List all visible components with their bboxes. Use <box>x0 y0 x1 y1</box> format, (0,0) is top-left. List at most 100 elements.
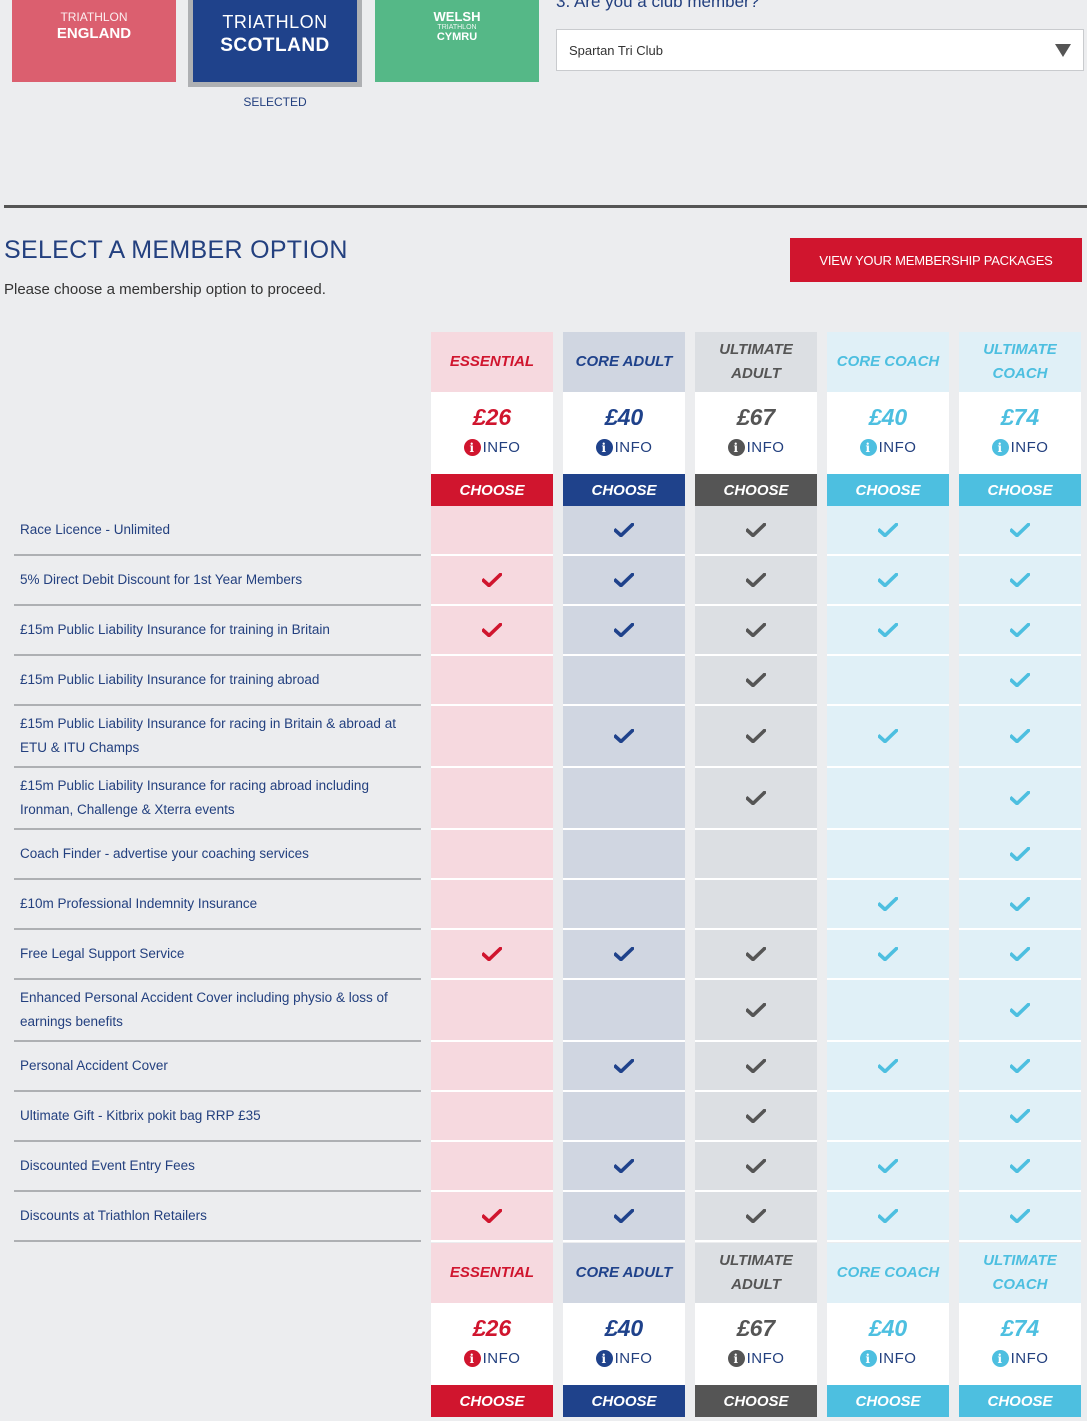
feature-cell-core-adult <box>563 606 685 656</box>
info-label: INFO <box>482 439 521 456</box>
plan-info-link[interactable]: i INFO <box>463 439 521 456</box>
plan-column-header-essential: ESSENTIAL £26 i INFO CHOOSE <box>431 1243 553 1417</box>
feature-label: Discounts at Triathlon Retailers <box>14 1192 421 1242</box>
choose-core-adult-button[interactable]: CHOOSE <box>563 1385 685 1417</box>
plan-price-box: £74 i INFO <box>959 1303 1081 1385</box>
plan-name: CORE COACH <box>827 1243 949 1303</box>
page-subtitle: Please choose a membership option to pro… <box>4 281 326 298</box>
choose-ultimate-coach-button[interactable]: CHOOSE <box>959 474 1081 506</box>
feature-cell-essential <box>431 1142 553 1192</box>
feature-cell-ultimate-adult <box>695 506 817 556</box>
feature-cell-ultimate-adult <box>695 1042 817 1092</box>
feature-row: £10m Professional Indemnity Insurance <box>0 880 1087 930</box>
choose-core-coach-button[interactable]: CHOOSE <box>827 1385 949 1417</box>
feature-cell-ultimate-coach <box>959 1142 1081 1192</box>
feature-cell-essential <box>431 606 553 656</box>
plan-info-link[interactable]: i INFO <box>727 1350 785 1367</box>
plan-price-box: £26 i INFO <box>431 392 553 474</box>
feature-cell-essential <box>431 980 553 1042</box>
feature-label: £15m Public Liability Insurance for trai… <box>14 606 421 656</box>
federation-scotland-tile-selected[interactable]: TRIATHLON SCOTLAND <box>188 0 362 87</box>
plan-price: £26 <box>472 404 512 430</box>
plan-info-link[interactable]: i INFO <box>991 1350 1049 1367</box>
check-icon <box>746 673 766 687</box>
feature-cell-core-adult <box>563 830 685 880</box>
feature-cell-essential <box>431 1092 553 1142</box>
check-icon <box>482 623 502 637</box>
plan-name: ULTIMATE COACH <box>959 332 1081 392</box>
feature-cell-ultimate-adult <box>695 980 817 1042</box>
plan-info-link[interactable]: i INFO <box>595 1350 653 1367</box>
plan-price-box: £40 i INFO <box>563 1303 685 1385</box>
feature-table: Race Licence - Unlimited 5% Direct Debit … <box>0 506 1087 1242</box>
plan-info-link[interactable]: i INFO <box>727 439 785 456</box>
check-icon <box>1010 1003 1030 1017</box>
feature-cell-core-coach <box>827 1192 949 1242</box>
feature-row: Ultimate Gift - Kitbrix pokit bag RRP £3… <box>0 1092 1087 1142</box>
feature-cell-ultimate-adult <box>695 880 817 930</box>
feature-cell-ultimate-coach <box>959 1092 1081 1142</box>
check-icon <box>614 1059 634 1073</box>
feature-cell-essential <box>431 880 553 930</box>
federation-wales-tile[interactable]: WELSH TRIATHLON CYMRU <box>375 0 539 82</box>
feature-label: Enhanced Personal Accident Cover includi… <box>14 980 421 1042</box>
feature-cell-ultimate-adult <box>695 1142 817 1192</box>
feature-cell-ultimate-coach <box>959 880 1081 930</box>
plan-column-header-core-adult: CORE ADULT £40 i INFO CHOOSE <box>563 332 685 506</box>
feature-cell-core-adult <box>563 768 685 830</box>
info-label: INFO <box>482 1350 521 1367</box>
feature-label: Personal Accident Cover <box>14 1042 421 1092</box>
check-icon <box>614 523 634 537</box>
choose-ultimate-adult-button[interactable]: CHOOSE <box>695 474 817 506</box>
choose-core-coach-button[interactable]: CHOOSE <box>827 474 949 506</box>
feature-cell-core-coach <box>827 768 949 830</box>
view-membership-packages-button[interactable]: VIEW YOUR MEMBERSHIP PACKAGES <box>790 238 1082 282</box>
feature-cell-ultimate-adult <box>695 706 817 768</box>
feature-label: £15m Public Liability Insurance for raci… <box>14 768 421 830</box>
plan-price-box: £40 i INFO <box>563 392 685 474</box>
caret-down-icon[interactable] <box>1055 44 1071 57</box>
feature-cell-ultimate-coach <box>959 606 1081 656</box>
feature-row: 5% Direct Debit Discount for 1st Year Me… <box>0 556 1087 606</box>
check-icon <box>1010 573 1030 587</box>
feature-cell-ultimate-coach <box>959 706 1081 768</box>
federation-scotland-tile[interactable]: TRIATHLON SCOTLAND <box>193 0 357 82</box>
feature-row: Discounts at Triathlon Retailers <box>0 1192 1087 1242</box>
plan-price-box: £67 i INFO <box>695 392 817 474</box>
feature-row: £15m Public Liability Insurance for trai… <box>0 606 1087 656</box>
choose-ultimate-coach-button[interactable]: CHOOSE <box>959 1385 1081 1417</box>
plan-info-link[interactable]: i INFO <box>595 439 653 456</box>
choose-essential-button[interactable]: CHOOSE <box>431 474 553 506</box>
feature-row: £15m Public Liability Insurance for raci… <box>0 706 1087 768</box>
feature-label: Discounted Event Entry Fees <box>14 1142 421 1192</box>
feature-cell-core-adult <box>563 880 685 930</box>
plan-name: CORE ADULT <box>563 332 685 392</box>
check-icon <box>1010 791 1030 805</box>
plan-price: £74 <box>1000 1315 1040 1341</box>
check-icon <box>746 523 766 537</box>
plan-info-link[interactable]: i INFO <box>463 1350 521 1367</box>
feature-cell-core-coach <box>827 930 949 980</box>
federation-england-tile[interactable]: TRIATHLON ENGLAND <box>12 0 176 82</box>
choose-ultimate-adult-button[interactable]: CHOOSE <box>695 1385 817 1417</box>
feature-cell-core-coach <box>827 506 949 556</box>
feature-cell-core-coach <box>827 606 949 656</box>
plan-name: CORE COACH <box>827 332 949 392</box>
choose-essential-button[interactable]: CHOOSE <box>431 1385 553 1417</box>
info-icon: i <box>727 439 745 456</box>
check-icon <box>482 1209 502 1223</box>
feature-cell-essential <box>431 706 553 768</box>
info-label: INFO <box>878 439 917 456</box>
plan-info-link[interactable]: i INFO <box>991 439 1049 456</box>
plan-name: ESSENTIAL <box>431 1243 553 1303</box>
feature-cell-ultimate-coach <box>959 1042 1081 1092</box>
choose-core-adult-button[interactable]: CHOOSE <box>563 474 685 506</box>
info-icon: i <box>727 1350 745 1367</box>
club-select[interactable]: Spartan Tri Club <box>556 29 1084 71</box>
feature-row: Free Legal Support Service <box>0 930 1087 980</box>
check-icon <box>614 729 634 743</box>
feature-row: £15m Public Liability Insurance for trai… <box>0 656 1087 706</box>
plan-info-link[interactable]: i INFO <box>859 439 917 456</box>
plan-info-link[interactable]: i INFO <box>859 1350 917 1367</box>
page-title: SELECT A MEMBER OPTION <box>4 236 348 264</box>
